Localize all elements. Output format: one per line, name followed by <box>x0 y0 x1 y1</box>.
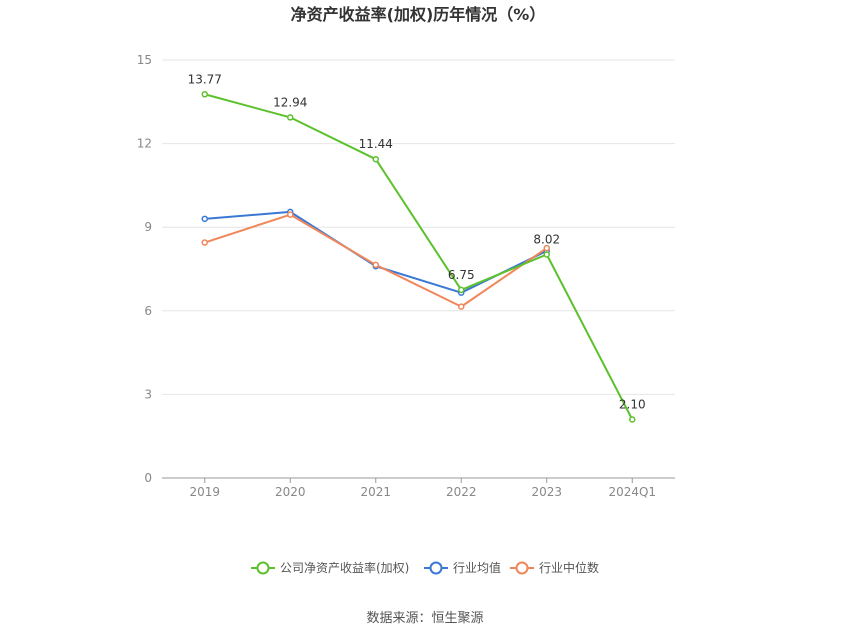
legend-label: 行业中位数 <box>539 560 599 575</box>
data-labels: 13.77 12.94 11.44 6.75 8.02 2.10 <box>188 72 646 411</box>
x-tick-label: 2024Q1 <box>608 485 656 499</box>
x-tick-label: 2019 <box>189 485 220 499</box>
legend-label: 公司净资产收益率(加权) <box>280 560 409 575</box>
data-label: 8.02 <box>533 233 560 247</box>
legend-label: 行业均值 <box>453 560 501 575</box>
data-label: 6.75 <box>448 268 475 282</box>
data-label: 13.77 <box>188 72 222 86</box>
legend-swatch-marker <box>515 561 529 575</box>
x-axis: 2019 2020 2021 2022 2023 2024Q1 <box>162 477 675 499</box>
data-point[interactable] <box>201 91 208 98</box>
data-point[interactable] <box>458 286 465 294</box>
data-point[interactable] <box>201 239 208 246</box>
y-tick-label: 0 <box>144 471 152 485</box>
y-tick-label: 6 <box>144 304 152 318</box>
data-label: 11.44 <box>359 137 393 151</box>
data-point[interactable] <box>629 416 636 423</box>
data-point[interactable] <box>543 251 550 258</box>
legend-item[interactable]: 行业均值 <box>424 560 501 575</box>
series-line-1 <box>204 210 548 294</box>
data-point[interactable] <box>287 211 294 218</box>
legend: 公司净资产收益率(加权) 行业均值 行业中位数 <box>251 560 599 575</box>
data-label: 12.94 <box>273 95 307 109</box>
y-tick-label: 12 <box>137 137 152 151</box>
data-point[interactable] <box>458 303 465 310</box>
data-point[interactable] <box>372 155 379 163</box>
data-point[interactable] <box>543 244 550 252</box>
y-tick-label: 15 <box>137 53 152 67</box>
series-line-2 <box>204 213 548 308</box>
series-group <box>201 91 636 423</box>
legend-swatch-marker <box>429 561 443 575</box>
chart-title: 净资产收益率(加权)历年情况（%） <box>291 5 546 24</box>
data-label: 2.10 <box>619 397 646 411</box>
legend-swatch-marker <box>256 561 270 575</box>
data-point[interactable] <box>201 215 208 223</box>
y-tick-label: 3 <box>144 387 152 401</box>
legend-item[interactable]: 公司净资产收益率(加权) <box>251 560 409 575</box>
y-tick-label: 9 <box>144 220 152 234</box>
grid: 0 3 6 9 12 15 <box>137 53 675 485</box>
data-point[interactable] <box>287 114 294 121</box>
x-tick-label: 2023 <box>531 485 562 499</box>
series-line-0 <box>204 93 634 420</box>
source-note: 数据来源：恒生聚源 <box>366 611 483 626</box>
x-tick-label: 2021 <box>360 485 391 499</box>
legend-item[interactable]: 行业中位数 <box>510 560 599 575</box>
data-point[interactable] <box>372 261 379 269</box>
x-tick-label: 2022 <box>446 485 477 499</box>
x-tick-label: 2020 <box>275 485 306 499</box>
